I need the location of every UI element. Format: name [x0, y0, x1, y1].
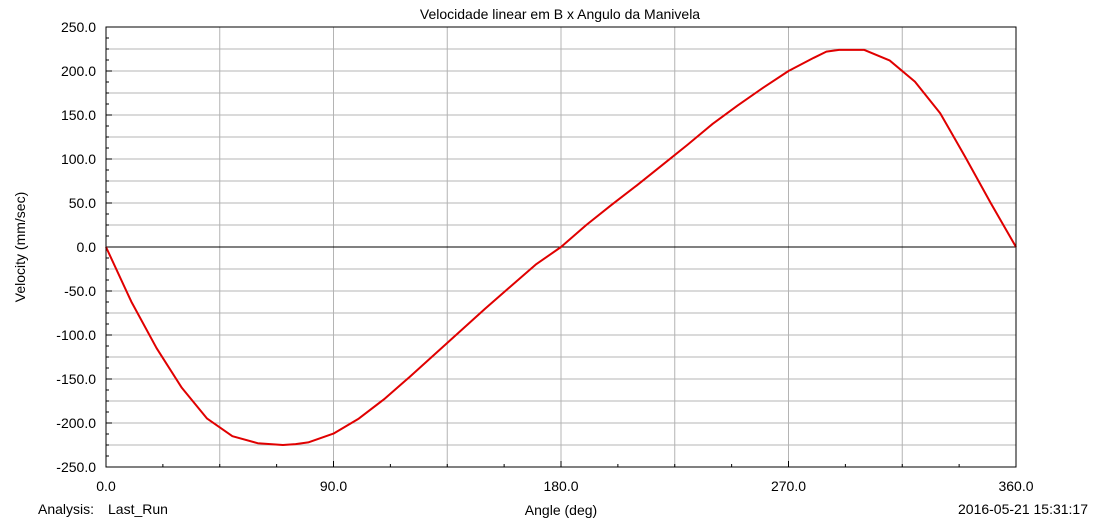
x-tick-label: 360.0 — [998, 478, 1033, 494]
x-tick-label: 270.0 — [771, 478, 806, 494]
x-tick-label: 180.0 — [543, 478, 578, 494]
y-tick-label: 0.0 — [77, 239, 97, 255]
y-tick-label: -100.0 — [56, 327, 96, 343]
x-tick-label: 0.0 — [96, 478, 116, 494]
grid — [106, 27, 1016, 467]
y-tick-label: -200.0 — [56, 415, 96, 431]
y-tick-label: 100.0 — [61, 151, 96, 167]
y-tick-label: 50.0 — [69, 195, 96, 211]
y-tick-label: 150.0 — [61, 107, 96, 123]
chart-title: Velocidade linear em B x Angulo da Maniv… — [420, 6, 700, 22]
x-tick-labels: 0.0 90.0 180.0 270.0 360.0 — [96, 478, 1033, 494]
y-tick-label: 200.0 — [61, 63, 96, 79]
analysis-name: Last_Run — [108, 501, 168, 517]
velocity-series-line — [105, 48, 1017, 446]
y-tick-labels: 250.0 200.0 150.0 100.0 50.0 0.0 -50.0 -100.0 -1… — [56, 19, 96, 475]
y-tick-label: -250.0 — [56, 459, 96, 475]
y-axis-label: Velocity (mm/sec) — [12, 192, 28, 302]
plot-frame — [105, 26, 1017, 468]
timestamp: 2016-05-21 15:31:17 — [958, 501, 1088, 517]
x-tick-label: 90.0 — [320, 478, 347, 494]
y-tick-label: 250.0 — [61, 19, 96, 35]
y-tick-label: -150.0 — [56, 371, 96, 387]
x-axis-label: Angle (deg) — [525, 502, 597, 518]
analysis-label: Analysis: — [38, 501, 95, 517]
y-tick-label: -50.0 — [64, 283, 96, 299]
